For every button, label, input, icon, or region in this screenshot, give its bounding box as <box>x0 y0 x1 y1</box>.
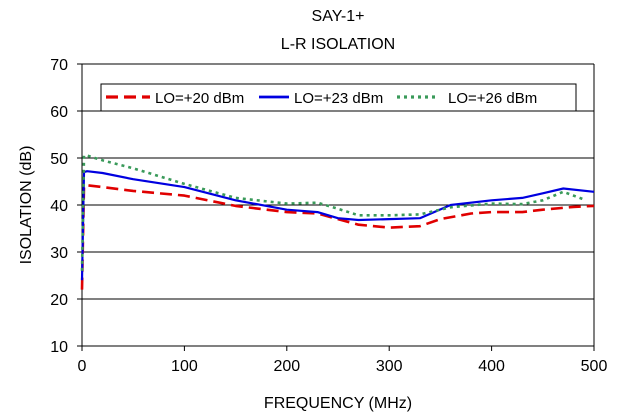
axes <box>77 63 595 351</box>
x-tick-label-100: 100 <box>171 358 198 375</box>
tick-labels: 0 100 200 300 400 500 10 20 30 40 50 60 70 <box>50 57 607 375</box>
series-line-1 <box>80 170 595 281</box>
y-tick-label-10: 10 <box>50 339 68 356</box>
legend: LO=+20 dBm LO=+23 dBm LO=+26 dBm <box>100 83 577 112</box>
legend-box <box>100 83 577 112</box>
y-axis-title: ISOLATION (dB) <box>18 146 35 265</box>
y-tick-label-30: 30 <box>50 245 68 262</box>
chart-title: SAY-1+ <box>312 8 365 25</box>
x-tick-label-400: 400 <box>478 358 505 375</box>
series-lines <box>80 154 595 290</box>
series-line-2 <box>80 154 585 271</box>
y-tick-label-70: 70 <box>50 57 68 74</box>
legend-label-lo23: LO=+23 dBm <box>294 90 383 107</box>
x-tick-label-500: 500 <box>581 358 608 375</box>
legend-label-lo20: LO=+20 dBm <box>155 90 244 107</box>
legend-label-lo26: LO=+26 dBm <box>448 90 537 107</box>
chart-subtitle: L-R ISOLATION <box>281 36 395 53</box>
x-tick-label-200: 200 <box>273 358 300 375</box>
series-line-0 <box>80 184 595 290</box>
x-tick-label-300: 300 <box>376 358 403 375</box>
y-tick-label-50: 50 <box>50 151 68 168</box>
y-tick-label-60: 60 <box>50 104 68 121</box>
x-tick-label-0: 0 <box>78 358 87 375</box>
y-tick-label-40: 40 <box>50 198 68 215</box>
x-axis-title: FREQUENCY (MHz) <box>264 395 412 412</box>
y-tick-label-20: 20 <box>50 292 68 309</box>
